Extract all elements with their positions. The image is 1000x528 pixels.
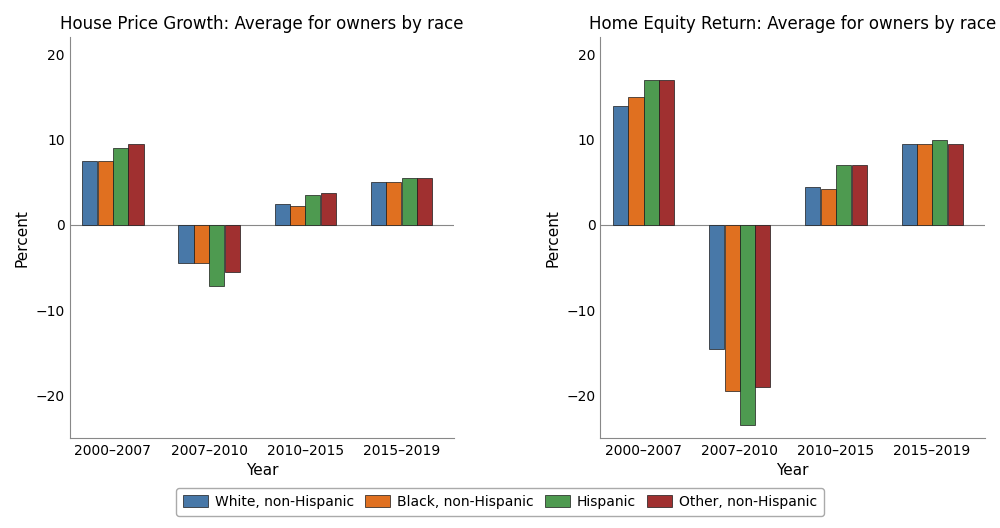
Bar	[371, 182, 386, 225]
Bar	[417, 178, 432, 225]
Bar	[836, 165, 851, 225]
Bar	[209, 225, 224, 286]
Bar	[755, 225, 770, 387]
Bar	[659, 80, 674, 225]
Bar	[628, 97, 644, 225]
Y-axis label: Percent: Percent	[546, 209, 561, 267]
Bar	[932, 140, 947, 225]
Bar	[613, 106, 628, 225]
Bar	[386, 182, 401, 225]
Title: Home Equity Return: Average for owners by race: Home Equity Return: Average for owners b…	[589, 15, 996, 33]
Bar	[740, 225, 755, 426]
Bar	[902, 144, 917, 225]
Legend: White, non-Hispanic, Black, non-Hispanic, Hispanic, Other, non-Hispanic: White, non-Hispanic, Black, non-Hispanic…	[176, 488, 824, 516]
Bar	[725, 225, 740, 391]
Bar	[805, 186, 820, 225]
Bar	[290, 206, 305, 225]
Bar	[305, 195, 320, 225]
X-axis label: Year: Year	[246, 464, 278, 478]
Bar	[98, 161, 113, 225]
Bar	[402, 178, 417, 225]
Bar	[644, 80, 659, 225]
Bar	[948, 144, 963, 225]
Y-axis label: Percent: Percent	[15, 209, 30, 267]
Bar	[321, 193, 336, 225]
Bar	[113, 148, 128, 225]
Bar	[225, 225, 240, 272]
Bar	[917, 144, 932, 225]
Bar	[194, 225, 209, 263]
Bar	[82, 161, 97, 225]
Bar	[821, 189, 836, 225]
Bar	[128, 144, 144, 225]
Bar	[709, 225, 724, 348]
X-axis label: Year: Year	[776, 464, 809, 478]
Bar	[275, 204, 290, 225]
Bar	[852, 165, 867, 225]
Title: House Price Growth: Average for owners by race: House Price Growth: Average for owners b…	[60, 15, 464, 33]
Bar	[178, 225, 194, 263]
